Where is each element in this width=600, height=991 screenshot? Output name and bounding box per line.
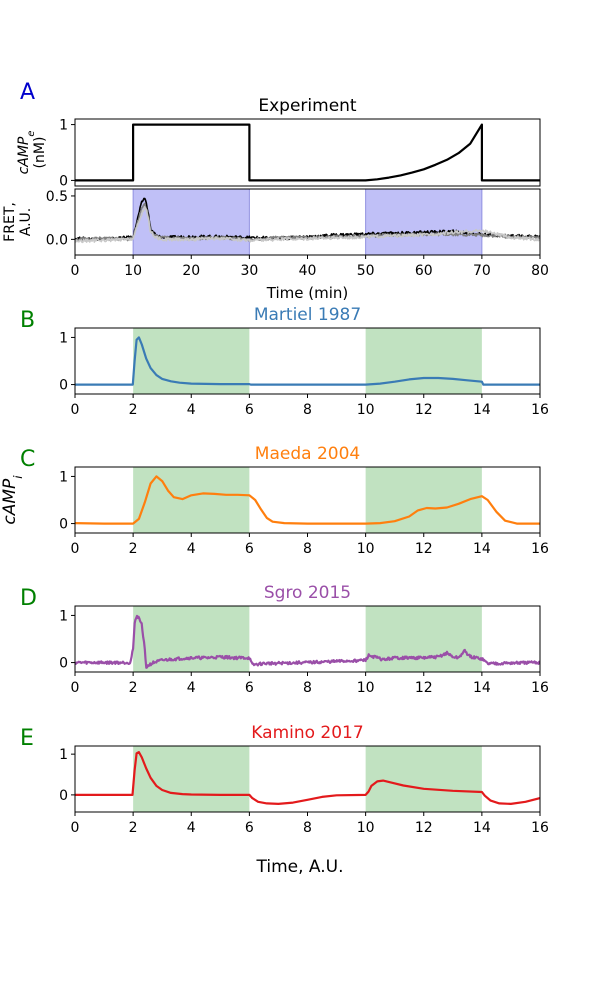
x-tick-label: 12	[415, 402, 433, 418]
x-tick-label: 8	[303, 820, 312, 836]
y-axis-label: cAMPe	[16, 131, 37, 175]
y-axis-label: FRET,	[2, 202, 18, 242]
x-axis-label: Time (min)	[266, 284, 348, 302]
x-tick-label: 0	[71, 541, 80, 557]
shared-y-axis-label: cAMPi	[0, 475, 25, 525]
x-tick-label: 14	[473, 820, 491, 836]
panel-a2: 0.0 0.5 0 10 20 30 40 50 60 70 80 Time (min) FRET, A.…	[2, 188, 549, 302]
x-tick-label: 16	[531, 402, 549, 418]
y-axis-label: A.U.	[18, 208, 34, 236]
y-tick-label: 1	[59, 469, 68, 485]
x-tick-label: 20	[182, 263, 200, 279]
x-tick-label: 0	[71, 680, 80, 696]
x-tick-label: 6	[245, 680, 254, 696]
plot-frame	[74, 118, 541, 187]
x-tick-label: 4	[187, 820, 196, 836]
y-tick-label: 0	[59, 517, 68, 533]
x-tick-label: 10	[357, 402, 375, 418]
x-tick-label: 30	[240, 263, 258, 279]
x-tick-label: 2	[129, 820, 138, 836]
stimulus-shade-1	[133, 189, 250, 255]
panel-title: Martiel 1987	[254, 305, 361, 325]
stimulus-shade-1	[133, 467, 250, 533]
x-tick-label: 2	[129, 402, 138, 418]
x-tick-label: 6	[245, 541, 254, 557]
panel-title: Kamino 2017	[251, 723, 363, 743]
x-tick-label: 50	[357, 263, 375, 279]
x-tick-label: 12	[415, 541, 433, 557]
stimulus-shade-2	[365, 746, 482, 812]
panel-title: Experiment	[258, 96, 357, 116]
x-tick-label: 16	[531, 541, 549, 557]
x-tick-label: 0	[71, 820, 80, 836]
x-tick-label: 8	[303, 402, 312, 418]
y-tick-label: 0.0	[46, 232, 68, 248]
y-tick-label: 1	[59, 747, 68, 763]
y-tick-label: 1	[59, 118, 68, 134]
x-tick-label: 8	[303, 541, 312, 557]
x-tick-label: 2	[129, 680, 138, 696]
series-line-1	[75, 750, 540, 806]
stimulus-shade-2	[365, 189, 482, 255]
x-tick-label: 12	[415, 680, 433, 696]
y-axis-label: (nM)	[32, 137, 48, 169]
x-tick-label: 2	[129, 541, 138, 557]
y-tick-label: 1	[59, 330, 68, 346]
x-tick-label: 0	[71, 263, 80, 279]
panel-title: Sgro 2015	[264, 583, 351, 603]
x-tick-label: 16	[531, 680, 549, 696]
x-tick-label: 16	[531, 820, 549, 836]
stimulus-shade-2	[365, 606, 482, 672]
y-tick-label: 0	[59, 788, 68, 804]
x-tick-label: 4	[187, 541, 196, 557]
series-line-1	[75, 123, 540, 182]
x-tick-label: 80	[531, 263, 549, 279]
x-tick-label: 10	[357, 680, 375, 696]
y-tick-label: 0.5	[46, 189, 68, 205]
series-line-1	[75, 475, 540, 525]
x-tick-label: 4	[187, 402, 196, 418]
x-tick-label: 70	[473, 263, 491, 279]
x-tick-label: 6	[245, 820, 254, 836]
x-tick-label: 0	[71, 402, 80, 418]
panel-title: Maeda 2004	[255, 444, 360, 464]
series-line-1	[75, 336, 540, 386]
panel-letter: D	[20, 586, 37, 611]
panel-letter: E	[20, 726, 34, 751]
shared-x-axis-label: Time, A.U.	[256, 857, 344, 877]
stimulus-shade-1	[133, 606, 250, 672]
x-tick-label: 14	[473, 541, 491, 557]
panel-letter: B	[20, 308, 35, 333]
series-line-1	[75, 614, 540, 669]
x-tick-label: 60	[415, 263, 433, 279]
y-tick-label: 0	[59, 173, 68, 189]
x-tick-label: 12	[415, 820, 433, 836]
x-tick-label: 10	[357, 541, 375, 557]
x-tick-label: 8	[303, 680, 312, 696]
x-tick-label: 14	[473, 680, 491, 696]
y-tick-label: 0	[59, 656, 68, 672]
x-tick-label: 14	[473, 402, 491, 418]
series-line-3	[75, 206, 540, 244]
x-tick-label: 6	[245, 402, 254, 418]
y-tick-label: 0	[59, 378, 68, 394]
panel-letter: A	[20, 80, 35, 105]
x-tick-label: 10	[357, 820, 375, 836]
y-tick-label: 1	[59, 608, 68, 624]
x-tick-label: 40	[299, 263, 317, 279]
panel-letter: C	[20, 447, 35, 472]
x-tick-label: 10	[124, 263, 142, 279]
x-tick-label: 4	[187, 680, 196, 696]
